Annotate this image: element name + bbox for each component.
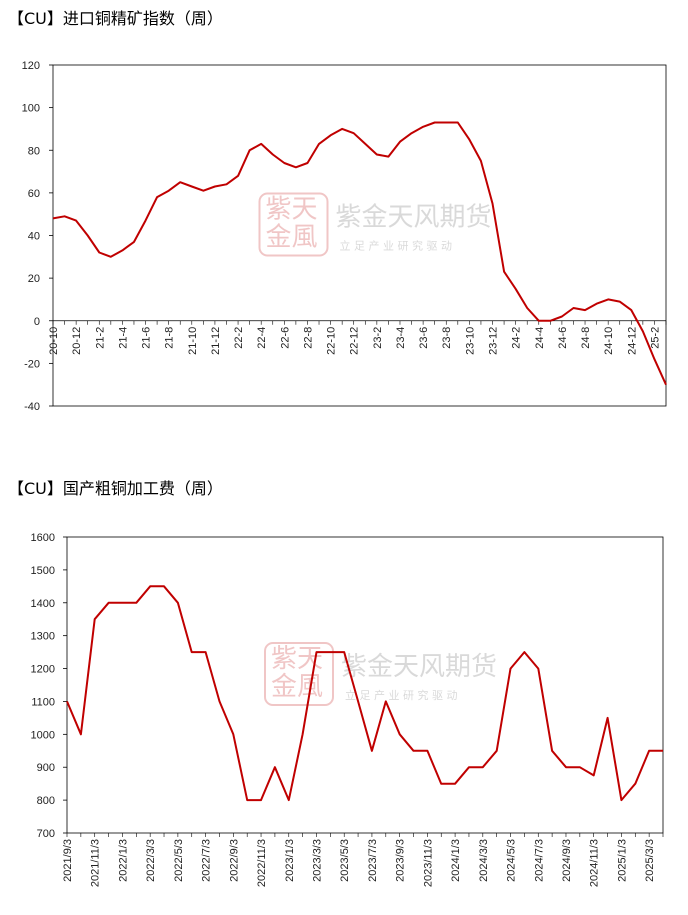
y-tick-label: 20 — [28, 273, 40, 285]
x-tick-label: 21-8 — [164, 327, 176, 349]
watermark-logo: 金風 — [271, 672, 323, 702]
data-line — [52, 121, 667, 386]
watermark-logo-box — [264, 642, 334, 706]
x-tick-label: 2024/11/3 — [589, 839, 601, 887]
x-tick-label: 2023/5/3 — [339, 839, 351, 882]
x-tick-label: 23-12 — [488, 327, 500, 355]
x-tick-label: 24-8 — [580, 327, 592, 349]
y-tick-label: 40 — [28, 231, 40, 243]
x-tick-label: 24-6 — [557, 327, 569, 349]
x-tick-label: 2021/9/3 — [62, 839, 74, 882]
y-tick-label: -20 — [24, 358, 40, 370]
y-tick-label: -40 — [24, 401, 40, 413]
x-tick-label: 21-2 — [94, 327, 106, 349]
x-tick-label: 2023/7/3 — [367, 839, 379, 882]
x-tick-label: 25-2 — [649, 327, 661, 349]
watermark-slogan: 立 足 产 业 研 究 驱 动 — [340, 239, 452, 253]
x-tick-label: 22-12 — [349, 327, 361, 355]
y-tick-label: 1100 — [31, 696, 55, 708]
x-tick-label: 21-10 — [187, 327, 199, 355]
y-tick-label: 100 — [22, 103, 40, 115]
x-tick-label: 2021/11/3 — [90, 839, 102, 887]
x-tick-label: 2025/3/3 — [644, 839, 656, 882]
y-tick-label: 1500 — [31, 565, 55, 577]
y-tick-label: 1000 — [31, 729, 55, 741]
x-tick-label: 2024/9/3 — [561, 839, 573, 882]
x-tick-label: 2024/3/3 — [478, 839, 490, 882]
y-tick-label: 1300 — [31, 631, 55, 643]
y-tick-label: 900 — [37, 762, 55, 774]
x-tick-label: 2023/1/3 — [284, 839, 296, 882]
x-tick-label: 2022/3/3 — [145, 839, 157, 882]
watermark-logo-box — [258, 192, 329, 257]
x-tick-label: 2024/7/3 — [533, 839, 545, 882]
x-tick-label: 24-4 — [534, 327, 546, 349]
x-tick-label: 21-6 — [141, 327, 153, 349]
x-tick-label: 23-6 — [418, 327, 430, 349]
y-tick-label: 80 — [28, 145, 40, 157]
watermark-logo: 紫天 — [266, 195, 318, 225]
x-tick-label: 2022/9/3 — [228, 839, 240, 882]
y-tick-label: 0 — [34, 316, 40, 328]
x-tick-label: 2022/11/3 — [256, 839, 268, 887]
x-tick-label: 23-10 — [464, 327, 476, 355]
x-tick-label: 2023/9/3 — [395, 839, 407, 882]
watermark-logo: 金風 — [266, 223, 318, 253]
y-tick-label: 700 — [37, 828, 55, 840]
x-tick-label: 22-4 — [256, 327, 268, 349]
x-tick-label: 20-12 — [71, 327, 83, 355]
x-tick-label: 24-2 — [511, 327, 523, 349]
x-tick-label: 23-4 — [395, 327, 407, 349]
y-tick-label: 800 — [37, 795, 55, 807]
x-tick-label: 24-12 — [626, 327, 638, 355]
y-tick-label: 1400 — [31, 598, 55, 610]
y-tick-label: 1200 — [31, 664, 55, 676]
y-tick-label: 1600 — [31, 532, 55, 544]
x-tick-label: 22-6 — [279, 327, 291, 349]
x-tick-label: 20-10 — [48, 327, 60, 355]
x-tick-label: 24-10 — [603, 327, 615, 355]
x-tick-label: 21-12 — [210, 327, 222, 355]
x-tick-label: 2024/1/3 — [450, 839, 462, 882]
x-tick-label: 22-2 — [233, 327, 245, 349]
chart-title: 【CU】进口铜精矿指数（周） — [8, 9, 223, 28]
watermark-slogan: 立 足 产 业 研 究 驱 动 — [345, 688, 457, 702]
watermark-name: 紫金天风期货 — [336, 203, 492, 233]
x-tick-label: 23-8 — [441, 327, 453, 349]
chart-title: 【CU】国产粗铜加工费（周） — [8, 479, 223, 498]
y-tick-label: 120 — [22, 60, 40, 72]
x-tick-label: 21-4 — [117, 327, 129, 349]
x-tick-label: 2022/5/3 — [173, 839, 185, 882]
watermark-name: 紫金天风期货 — [341, 652, 497, 682]
x-tick-label: 2023/11/3 — [422, 839, 434, 887]
x-tick-label: 2025/1/3 — [616, 839, 628, 882]
x-tick-label: 2023/3/3 — [311, 839, 323, 882]
x-tick-label: 2024/5/3 — [506, 839, 518, 882]
x-tick-label: 23-2 — [372, 327, 384, 349]
y-tick-label: 60 — [28, 188, 40, 200]
x-tick-label: 2022/1/3 — [117, 839, 129, 882]
plot-frame — [66, 536, 664, 834]
x-tick-label: 22-8 — [302, 327, 314, 349]
x-tick-label: 22-10 — [326, 327, 338, 355]
data-line — [66, 585, 663, 802]
x-tick-label: 2022/7/3 — [201, 839, 213, 882]
